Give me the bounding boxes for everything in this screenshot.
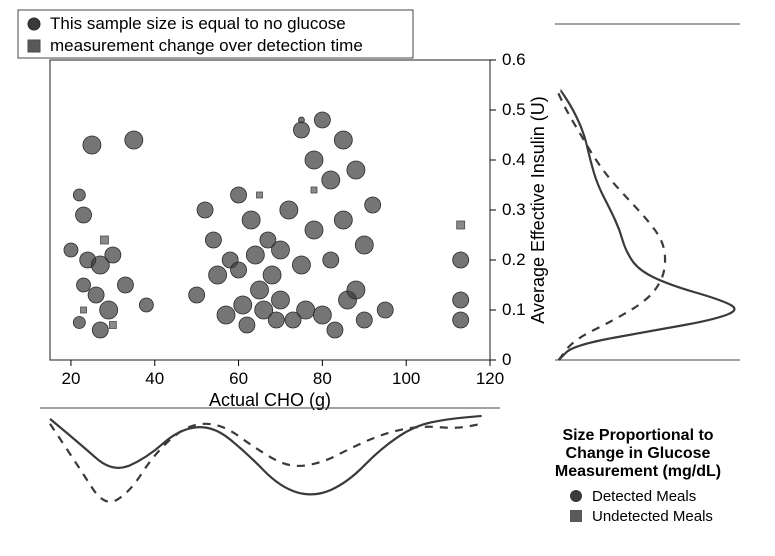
detected-point — [117, 277, 133, 293]
scatter-points — [64, 112, 469, 338]
detected-point — [246, 246, 264, 264]
detected-point — [356, 312, 372, 328]
detected-point — [268, 312, 284, 328]
detected-point — [298, 117, 304, 123]
detected-point — [205, 232, 221, 248]
detected-point — [209, 266, 227, 284]
size-legend-circle-icon — [570, 490, 582, 502]
x-tick-label: 40 — [145, 369, 164, 388]
detected-point — [251, 281, 269, 299]
detected-point — [217, 306, 235, 324]
y-tick-label: 0.1 — [502, 300, 526, 319]
x-tick-label: 120 — [476, 369, 504, 388]
x-axis-label: Actual CHO (g) — [209, 390, 331, 410]
undetected-point — [100, 236, 108, 244]
detected-point — [231, 187, 247, 203]
legend-line2: measurement change over detection time — [50, 36, 363, 55]
y-tick-label: 0.6 — [502, 50, 526, 69]
right-density-dashed — [557, 90, 665, 360]
x-tick-label: 80 — [313, 369, 332, 388]
detected-point — [305, 151, 323, 169]
undetected-point — [81, 307, 87, 313]
detected-point — [125, 131, 143, 149]
y-tick-label: 0.3 — [502, 200, 526, 219]
x-tick-label: 60 — [229, 369, 248, 388]
detected-point — [83, 136, 101, 154]
detected-point — [334, 131, 352, 149]
x-tick-label: 100 — [392, 369, 420, 388]
size-legend-detected: Detected Meals — [592, 488, 696, 505]
detected-point — [88, 287, 104, 303]
detected-point — [365, 197, 381, 213]
detected-point — [263, 266, 281, 284]
detected-point — [334, 211, 352, 229]
undetected-point — [257, 192, 263, 198]
detected-point — [297, 301, 315, 319]
detected-point — [347, 281, 365, 299]
undetected-point — [311, 187, 317, 193]
figure: 20 40 60 80 100 120 Actual CHO (g) 0 0.1 0.2 0.3 0.… — [0, 0, 775, 556]
detected-point — [327, 322, 343, 338]
y-axis-label: Average Effective Insulin (U) — [528, 96, 548, 323]
detected-point — [189, 287, 205, 303]
detected-point — [73, 317, 85, 329]
undetected-point — [109, 322, 116, 329]
bottom-density-solid — [50, 416, 482, 494]
detected-point — [197, 202, 213, 218]
detected-point — [92, 322, 108, 338]
size-legend-undetected: Undetected Meals — [592, 508, 713, 525]
legend-square-icon — [28, 40, 40, 52]
detected-point — [347, 161, 365, 179]
detected-point — [76, 207, 92, 223]
legend-line1: This sample size is equal to no glucose — [50, 14, 346, 33]
detected-point — [239, 317, 255, 333]
detected-point — [105, 247, 121, 263]
bottom-density-dashed — [50, 424, 482, 502]
right-density-solid — [559, 90, 735, 360]
size-legend-title-2: Change in Glucose — [566, 445, 711, 462]
detected-point — [305, 221, 323, 239]
undetected-point — [457, 221, 465, 229]
size-legend-square-icon — [570, 510, 582, 522]
legend-circle-icon — [28, 18, 40, 30]
detected-point — [271, 291, 289, 309]
detected-point — [77, 278, 91, 292]
detected-point — [293, 122, 309, 138]
detected-point — [314, 112, 330, 128]
detected-point — [139, 298, 153, 312]
detected-point — [313, 306, 331, 324]
y-tick-label: 0.2 — [502, 250, 526, 269]
detected-point — [100, 301, 118, 319]
size-legend-title-1: Size Proportional to — [562, 427, 713, 444]
detected-point — [280, 201, 298, 219]
detected-point — [234, 296, 252, 314]
detected-point — [242, 211, 260, 229]
y-tick-label: 0 — [502, 350, 511, 369]
detected-point — [377, 302, 393, 318]
detected-point — [64, 243, 78, 257]
size-legend-title-3: Measurement (mg/dL) — [555, 463, 721, 480]
detected-point — [453, 292, 469, 308]
detected-point — [292, 256, 310, 274]
detected-point — [355, 236, 373, 254]
detected-point — [322, 171, 340, 189]
detected-point — [231, 262, 247, 278]
y-tick-label: 0.5 — [502, 100, 526, 119]
y-tick-label: 0.4 — [502, 150, 526, 169]
detected-point — [73, 189, 85, 201]
detected-point — [271, 241, 289, 259]
detected-point — [453, 252, 469, 268]
detected-point — [323, 252, 339, 268]
detected-point — [453, 312, 469, 328]
x-tick-label: 20 — [61, 369, 80, 388]
